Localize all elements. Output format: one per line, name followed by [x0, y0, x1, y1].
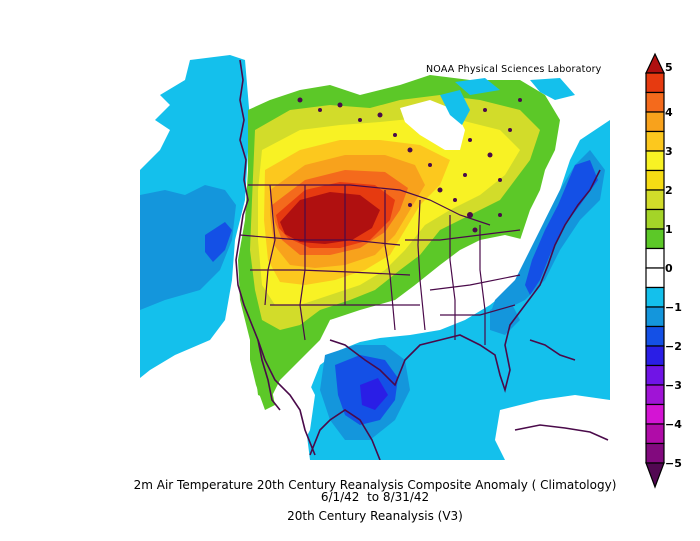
colorbar-tick-label: −2: [665, 340, 682, 353]
cool-anomaly-atlantic: [525, 160, 598, 295]
colorbar-tick-label: 3: [665, 145, 673, 158]
mexico-neutral: [255, 375, 315, 460]
texas-cool-core: [360, 378, 388, 410]
colorbar-tick-label: 2: [665, 184, 673, 197]
coastlines: [235, 59, 609, 460]
colorbar-tick-label: −4: [665, 418, 682, 431]
credit-label: NOAA Physical Sciences Laboratory: [426, 64, 602, 75]
colorbar-tick-label: −5: [665, 457, 682, 470]
southern-plains-neutral: [330, 305, 440, 340]
caribbean-neutral: [495, 395, 610, 460]
map-title: 2m Air Temperature 20th Century Reanalys…: [133, 478, 617, 492]
date-range: 6/1/42 to 8/31/42: [320, 490, 430, 504]
colorbar-tick-label: 1: [665, 223, 673, 236]
arctic-cool: [455, 78, 575, 100]
pacific-cool-core: [205, 222, 232, 262]
colorbar-tick-label: 0: [665, 262, 673, 275]
colorbar-tick-label: −1: [665, 301, 682, 314]
pacific-cool-region-2: [140, 185, 236, 310]
southeast-cool-2: [490, 300, 520, 335]
colorbar-top-arrow: [645, 52, 665, 74]
state-borders: [239, 184, 521, 345]
colorbar: [645, 52, 665, 489]
colorbar-tick-label: 5: [665, 61, 673, 74]
lakes-islands: [297, 97, 522, 233]
baja-green: [250, 340, 275, 410]
hudson-bay-cool: [440, 90, 470, 125]
colorbar-bottom-arrow: [645, 462, 665, 489]
map-plot-area: [140, 55, 610, 460]
colorbar-tick-label: 4: [665, 106, 673, 119]
colorbar-tick-label: −3: [665, 379, 682, 392]
eastern-us-neutral: [415, 235, 530, 310]
dataset-label: 20th Century Reanalysis (V3): [287, 509, 463, 523]
